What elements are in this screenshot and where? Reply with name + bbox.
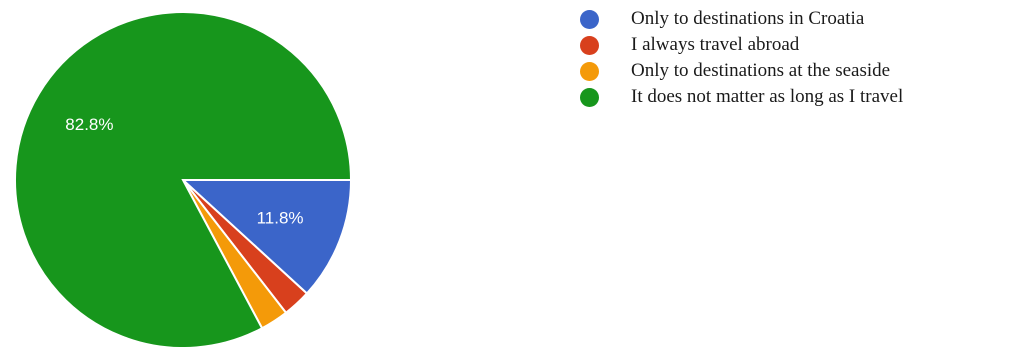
legend-label-seaside: Only to destinations at the seaside	[631, 60, 891, 81]
legend: Only to destinations in Croatia I always…	[580, 6, 903, 110]
legend-item-abroad: I always travel abroad	[580, 32, 903, 58]
legend-item-does-not-matter: It does not matter as long as I travel	[580, 84, 903, 110]
pie-slice-croatia	[180, 179, 353, 295]
legend-label-abroad: I always travel abroad	[631, 34, 800, 55]
pie-label-croatia: 11.8%	[257, 209, 304, 228]
legend-swatch-croatia	[580, 9, 599, 29]
legend-label-croatia: Only to destinations in Croatia	[631, 8, 865, 29]
legend-label-does-not-matter: It does not matter as long as I travel	[631, 86, 904, 107]
pie-chart: 11.8% 82.8%	[14, 11, 353, 347]
pie-slice-does-not-matter	[14, 11, 353, 347]
legend-swatch-does-not-matter	[580, 87, 599, 107]
legend-item-seaside: Only to destinations at the seaside	[580, 58, 903, 84]
legend-swatch-seaside	[580, 61, 599, 81]
legend-swatch-abroad	[580, 35, 599, 55]
pie-label-does-not-matter: 82.8%	[65, 115, 113, 134]
legend-item-croatia: Only to destinations in Croatia	[580, 6, 903, 32]
